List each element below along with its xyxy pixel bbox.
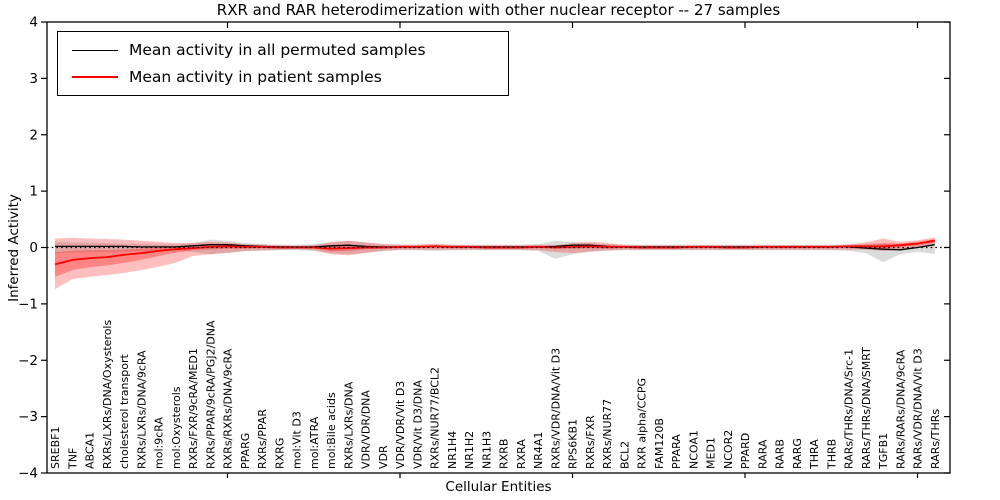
legend-label-permuted: Mean activity in all permuted samples bbox=[129, 41, 426, 59]
x-tick-label: SREBF1 bbox=[49, 427, 62, 469]
x-tick-label: RXRs/FXR bbox=[584, 415, 597, 469]
y-tick-label: −4 bbox=[18, 466, 38, 482]
x-axis-label: Cellular Entities bbox=[445, 479, 552, 495]
x-tick-label: NR1H4 bbox=[446, 431, 459, 469]
x-tick-label: RXRs/RXRs/DNA/9cRA bbox=[222, 348, 235, 469]
x-tick-label: mol:Bile acids bbox=[325, 392, 338, 469]
x-tick-label: VDR bbox=[377, 445, 390, 469]
x-tick-label: RARs/THRs/DNA/Src-1 bbox=[843, 349, 856, 469]
x-tick-label: RARs/VDR/DNA/Vit D3 bbox=[912, 348, 925, 469]
x-tick-label: mol:ATRA bbox=[308, 416, 321, 469]
y-tick-label: 4 bbox=[29, 15, 38, 31]
x-tick-label: RXRs/LXRs/DNA/Oxysterols bbox=[101, 320, 114, 469]
x-tick-label: PPARA bbox=[670, 434, 683, 469]
x-tick-label: RARs/THRs bbox=[929, 409, 942, 469]
x-tick-label: RXRs/FXR/9cRA/MED1 bbox=[187, 348, 200, 469]
x-tick-label: ABCA1 bbox=[84, 432, 97, 469]
y-axis-label: Inferred Activity bbox=[6, 194, 22, 302]
x-tick-label: THRB bbox=[825, 439, 838, 470]
legend-item-permuted: Mean activity in all permuted samples bbox=[72, 41, 508, 59]
x-tick-label: RARs/RARs/DNA/9cRA bbox=[894, 349, 907, 469]
x-tick-label: PPARD bbox=[739, 433, 752, 469]
x-tick-label: RXRA bbox=[515, 439, 528, 469]
x-tick-label: RXR alpha/CCPG bbox=[636, 378, 649, 469]
x-tick-label: NCOA1 bbox=[687, 430, 700, 469]
x-tick-label: mol:Vit D3 bbox=[291, 411, 304, 469]
x-tick-label: NCOR2 bbox=[722, 430, 735, 469]
legend-item-patient: Mean activity in patient samples bbox=[72, 68, 508, 86]
x-tick-label: PPARG bbox=[239, 433, 252, 469]
x-tick-label: RXRs/PPAR bbox=[256, 409, 269, 469]
x-tick-label: RARG bbox=[791, 438, 804, 469]
legend: Mean activity in all permuted samples Me… bbox=[57, 31, 509, 96]
x-tick-label: RXRs/PPAR/9cRA/PGJ2/DNA bbox=[204, 320, 217, 469]
y-tick-label: −1 bbox=[18, 296, 38, 312]
patient-samples-inner-spread-band bbox=[55, 239, 935, 277]
y-tick-label: −3 bbox=[18, 409, 38, 425]
x-tick-label: mol:Oxysterols bbox=[170, 386, 183, 469]
x-tick-label: VDR/Vit D3/DNA bbox=[411, 380, 424, 469]
x-tick-label: TNF bbox=[66, 448, 79, 470]
x-tick-label: NR1H3 bbox=[480, 431, 493, 469]
permuted-line-swatch bbox=[72, 49, 118, 51]
x-tick-label: RXRG bbox=[273, 438, 286, 469]
y-tick-label: 2 bbox=[29, 127, 38, 143]
x-tick-label: RARB bbox=[774, 439, 787, 469]
x-tick-label: TGFB1 bbox=[877, 433, 890, 470]
x-tick-label: NR4A1 bbox=[532, 432, 545, 469]
x-tick-label: cholesterol transport bbox=[118, 354, 131, 469]
x-tick-label: VDR/VDR/DNA bbox=[360, 390, 373, 469]
y-tick-label: 3 bbox=[29, 71, 38, 87]
x-tick-label: RXRs/LXRs/DNA bbox=[342, 381, 355, 469]
x-tick-label: RXRs/LXRs/DNA/9cRA bbox=[135, 350, 148, 469]
y-tick-label: −2 bbox=[18, 353, 38, 369]
x-tick-label: FAM120B bbox=[653, 418, 666, 469]
x-tick-label: VDR/VDR/Vit D3 bbox=[394, 381, 407, 469]
x-tick-label: RXRs/NUR77 bbox=[601, 399, 614, 469]
x-tick-label: THRA bbox=[808, 439, 821, 470]
x-tick-label: mol:9cRA bbox=[153, 417, 166, 469]
x-tick-label: NR1H2 bbox=[463, 431, 476, 469]
x-tick-label: MED1 bbox=[705, 437, 718, 469]
y-tick-label: 0 bbox=[29, 240, 38, 256]
x-tick-label: BCL2 bbox=[618, 441, 631, 469]
legend-label-patient: Mean activity in patient samples bbox=[129, 68, 382, 86]
x-tick-label: RARA bbox=[756, 439, 769, 469]
x-tick-label: RXRs/NUR77/BCL2 bbox=[429, 367, 442, 469]
x-tick-label: RXRs/VDR/DNA/Vit D3 bbox=[549, 348, 562, 469]
chart-title: RXR and RAR heterodimerization with othe… bbox=[216, 1, 781, 19]
y-tick-label: 1 bbox=[29, 184, 38, 200]
patient-line-swatch bbox=[72, 76, 118, 78]
x-tick-label: RXRB bbox=[498, 439, 511, 469]
permuted-samples-spread-band bbox=[55, 239, 935, 263]
x-tick-label: RARs/THRs/DNA/SMRT bbox=[860, 347, 873, 469]
x-tick-label: RPS6KB1 bbox=[567, 419, 580, 469]
